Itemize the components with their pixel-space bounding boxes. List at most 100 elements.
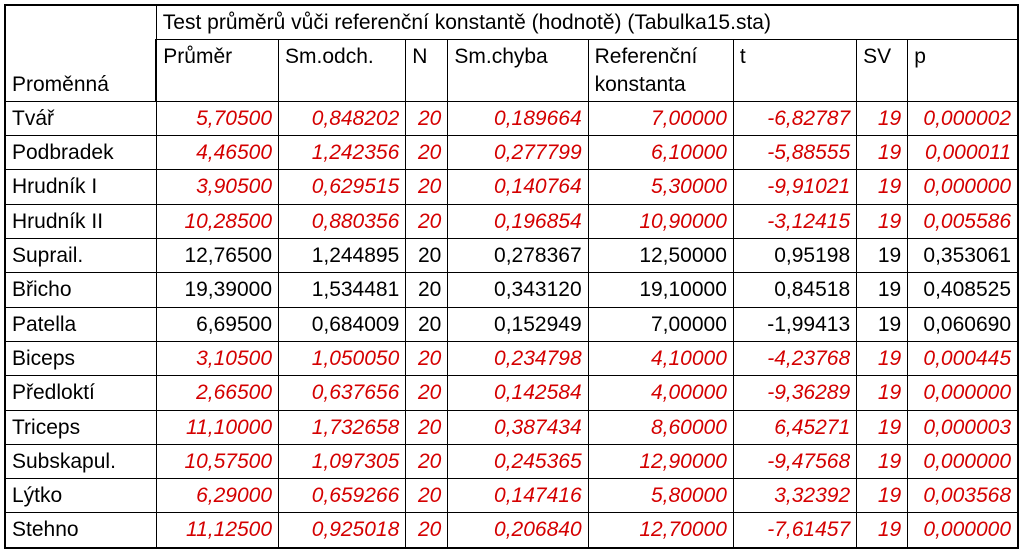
row-label: Podbradek xyxy=(5,136,156,170)
table-cell: 10,57500 xyxy=(156,444,278,478)
table-cell: 11,12500 xyxy=(156,513,278,548)
table-cell: 0,234798 xyxy=(448,341,588,375)
table-cell: 1,244895 xyxy=(279,239,406,273)
table-cell: -9,36289 xyxy=(733,376,856,410)
table-row: Subskapul.10,575001,097305200,24536512,9… xyxy=(5,444,1018,478)
table-cell: 19 xyxy=(857,444,908,478)
table-cell: 3,90500 xyxy=(156,170,278,204)
row-label: Stehno xyxy=(5,513,156,548)
table-cell: 0,000002 xyxy=(908,101,1018,135)
column-header-row: PrůměrSm.odch.NSm.chybaReferenčníkonstan… xyxy=(5,40,1018,102)
table-cell: 0,408525 xyxy=(908,273,1018,307)
row-label: Předloktí xyxy=(5,376,156,410)
table-cell: 0,278367 xyxy=(448,239,588,273)
table-cell: 3,32392 xyxy=(733,479,856,513)
table-cell: 19,10000 xyxy=(588,273,733,307)
table-cell: -1,99413 xyxy=(733,307,856,341)
table-row: Patella6,695000,684009200,1529497,00000-… xyxy=(5,307,1018,341)
table-cell: 4,00000 xyxy=(588,376,733,410)
row-label: Tvář xyxy=(5,101,156,135)
table-row: Tvář5,705000,848202200,1896647,00000-6,8… xyxy=(5,101,1018,135)
table-cell: 5,30000 xyxy=(588,170,733,204)
table-cell: 0,637656 xyxy=(279,376,406,410)
table-cell: 0,152949 xyxy=(448,307,588,341)
table-cell: 6,69500 xyxy=(156,307,278,341)
table-cell: 0,000000 xyxy=(908,513,1018,548)
table-cell: 4,46500 xyxy=(156,136,278,170)
table-cell: 0,629515 xyxy=(279,170,406,204)
table-cell: -4,23768 xyxy=(733,341,856,375)
table-row: Triceps11,100001,732658200,3874348,60000… xyxy=(5,410,1018,444)
table-cell: -3,12415 xyxy=(733,204,856,238)
table-cell: 20 xyxy=(406,307,448,341)
table-cell: -6,82787 xyxy=(733,101,856,135)
table-cell: 4,10000 xyxy=(588,341,733,375)
table-cell: 2,66500 xyxy=(156,376,278,410)
table-cell: 0,000445 xyxy=(908,341,1018,375)
table-cell: 19 xyxy=(857,273,908,307)
row-label: Hrudník I xyxy=(5,170,156,204)
table-cell: 19 xyxy=(857,204,908,238)
table-cell: 19 xyxy=(857,239,908,273)
table-cell: 0,142584 xyxy=(448,376,588,410)
column-header: Sm.chyba xyxy=(448,40,588,102)
table-cell: 19,39000 xyxy=(156,273,278,307)
table-cell: 0,206840 xyxy=(448,513,588,548)
table-row: Břicho19,390001,534481200,34312019,10000… xyxy=(5,273,1018,307)
row-label: Biceps xyxy=(5,341,156,375)
table-cell: 10,28500 xyxy=(156,204,278,238)
table-cell: 0,925018 xyxy=(279,513,406,548)
table-cell: 19 xyxy=(857,170,908,204)
table-cell: -9,91021 xyxy=(733,170,856,204)
table-cell: 20 xyxy=(406,101,448,135)
table-cell: 6,29000 xyxy=(156,479,278,513)
table-cell: 0,277799 xyxy=(448,136,588,170)
row-label: Břicho xyxy=(5,273,156,307)
stats-table: Proměnná Test průměrů vůči referenční ko… xyxy=(4,4,1019,549)
table-cell: 0,000000 xyxy=(908,170,1018,204)
row-label: Triceps xyxy=(5,410,156,444)
table-cell: 0,140764 xyxy=(448,170,588,204)
column-header: Průměr xyxy=(156,40,278,102)
table-cell: 10,90000 xyxy=(588,204,733,238)
table-row: Suprail.12,765001,244895200,27836712,500… xyxy=(5,239,1018,273)
column-header: Referenčníkonstanta xyxy=(588,40,733,102)
table-cell: -5,88555 xyxy=(733,136,856,170)
corner-header: Proměnná xyxy=(5,5,156,101)
row-label: Lýtko xyxy=(5,479,156,513)
table-cell: 19 xyxy=(857,410,908,444)
table-cell: 5,80000 xyxy=(588,479,733,513)
table-body: Tvář5,705000,848202200,1896647,00000-6,8… xyxy=(5,101,1018,547)
table-cell: 1,097305 xyxy=(279,444,406,478)
table-cell: 7,00000 xyxy=(588,307,733,341)
table-cell: 0,000000 xyxy=(908,444,1018,478)
table-cell: 19 xyxy=(857,101,908,135)
table-row: Lýtko6,290000,659266200,1474165,800003,3… xyxy=(5,479,1018,513)
row-label: Patella xyxy=(5,307,156,341)
column-header: SV xyxy=(857,40,908,102)
table-row: Stehno11,125000,925018200,20684012,70000… xyxy=(5,513,1018,548)
row-label: Hrudník II xyxy=(5,204,156,238)
table-cell: 0,147416 xyxy=(448,479,588,513)
table-cell: 20 xyxy=(406,444,448,478)
table-cell: 1,732658 xyxy=(279,410,406,444)
table-cell: 6,10000 xyxy=(588,136,733,170)
table-cell: 20 xyxy=(406,410,448,444)
column-header: t xyxy=(733,40,856,102)
table-cell: 0,189664 xyxy=(448,101,588,135)
table-cell: 0,005586 xyxy=(908,204,1018,238)
table-cell: 12,70000 xyxy=(588,513,733,548)
table-cell: 1,534481 xyxy=(279,273,406,307)
table-row: Podbradek4,465001,242356200,2777996,1000… xyxy=(5,136,1018,170)
table-cell: 19 xyxy=(857,479,908,513)
table-cell: -9,47568 xyxy=(733,444,856,478)
table-cell: 5,70500 xyxy=(156,101,278,135)
table-cell: 0,95198 xyxy=(733,239,856,273)
table-cell: 3,10500 xyxy=(156,341,278,375)
table-cell: 0,060690 xyxy=(908,307,1018,341)
table-cell: 12,76500 xyxy=(156,239,278,273)
table-cell: 0,000000 xyxy=(908,376,1018,410)
table-cell: 19 xyxy=(857,136,908,170)
table-cell: 0,196854 xyxy=(448,204,588,238)
table-cell: 0,000003 xyxy=(908,410,1018,444)
